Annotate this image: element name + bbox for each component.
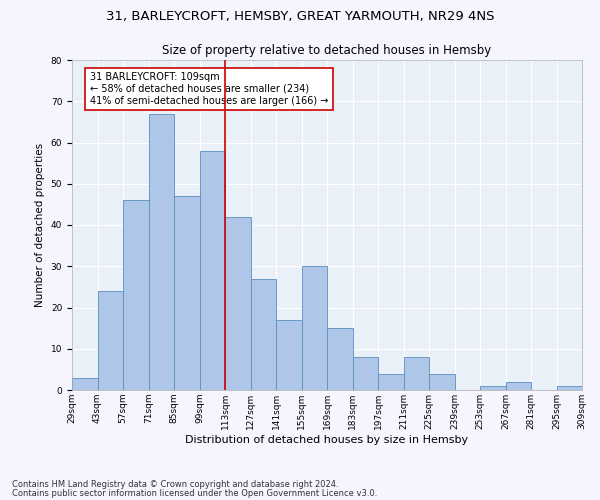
Bar — [404, 357, 429, 390]
Bar — [505, 382, 531, 390]
Bar — [429, 374, 455, 390]
Text: Contains HM Land Registry data © Crown copyright and database right 2024.: Contains HM Land Registry data © Crown c… — [12, 480, 338, 489]
Bar — [327, 328, 353, 390]
Bar — [149, 114, 174, 390]
X-axis label: Distribution of detached houses by size in Hemsby: Distribution of detached houses by size … — [185, 434, 469, 444]
Text: 31 BARLEYCROFT: 109sqm
← 58% of detached houses are smaller (234)
41% of semi-de: 31 BARLEYCROFT: 109sqm ← 58% of detached… — [90, 72, 328, 106]
Bar — [557, 386, 582, 390]
Title: Size of property relative to detached houses in Hemsby: Size of property relative to detached ho… — [163, 44, 491, 58]
Bar — [480, 386, 505, 390]
Bar — [353, 357, 378, 390]
Bar — [97, 291, 123, 390]
Bar — [174, 196, 199, 390]
Bar — [199, 151, 225, 390]
Text: Contains public sector information licensed under the Open Government Licence v3: Contains public sector information licen… — [12, 488, 377, 498]
Bar — [225, 217, 251, 390]
Y-axis label: Number of detached properties: Number of detached properties — [35, 143, 45, 307]
Bar — [72, 378, 97, 390]
Bar — [123, 200, 149, 390]
Bar — [251, 278, 276, 390]
Bar — [302, 266, 327, 390]
Bar — [276, 320, 302, 390]
Bar — [378, 374, 404, 390]
Text: 31, BARLEYCROFT, HEMSBY, GREAT YARMOUTH, NR29 4NS: 31, BARLEYCROFT, HEMSBY, GREAT YARMOUTH,… — [106, 10, 494, 23]
